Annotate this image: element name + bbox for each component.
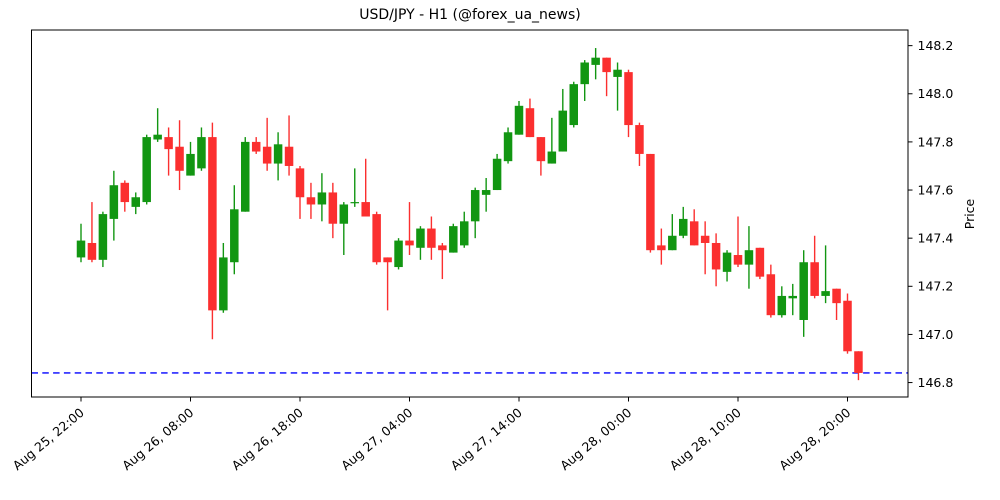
candle-body-up [153,134,162,140]
candle-body-down [810,262,819,296]
candle-body-down [328,192,338,224]
candle-body-up [186,153,195,176]
candle-body-down [700,235,710,243]
candle-body-down [755,247,765,277]
candle-body-down [262,146,272,164]
candle-body-up [98,214,108,260]
candle-body-down [525,108,535,138]
candle-body-up [668,235,677,251]
x-tick-label: Aug 26, 18:00 [229,405,306,473]
y-tick-label: 148.2 [918,38,954,53]
candle-body-up [317,192,327,205]
candle-body-up [350,202,359,204]
candle-body-up [241,141,250,212]
candle-body-down [733,255,743,265]
candle-body-down [284,146,294,166]
x-tick-label: Aug 28, 00:00 [557,405,634,473]
y-tick-label: 147.6 [918,182,954,197]
candle-body-up [591,57,600,65]
y-tick-label: 147.4 [918,231,954,246]
candle-body-down [175,146,184,171]
candle-body-down [372,214,381,263]
candle-body-up [580,62,589,85]
candle-body-up [339,204,349,224]
y-axis-label: Price [962,198,977,230]
candle-body-up [503,132,513,162]
candle-body-down [361,202,370,217]
candle-body-up [799,262,808,320]
y-tick-label: 147.8 [918,134,954,149]
candle-body-up [514,105,524,135]
candle-body-down [164,137,173,150]
candle-body-up [230,209,239,263]
candle-body-up [722,252,732,272]
candle-body-up [558,110,568,152]
x-tick-label: Aug 26, 08:00 [119,405,196,473]
y-tick-label: 148.0 [918,86,954,101]
candle-body-down [602,57,611,73]
x-tick-label: Aug 28, 10:00 [667,405,744,473]
candle-body-up [109,185,119,219]
y-tick-label: 147.0 [918,327,954,342]
candle-body-down [689,221,699,246]
x-tick-label: Aug 25, 22:00 [10,405,87,473]
candle-body-up [821,291,830,296]
candle-body-up [131,197,140,207]
candle-body-down [306,197,316,205]
candle-body-up [777,295,787,316]
candle-body-up [273,144,283,164]
candle-body-down [832,288,841,304]
candle-body-up [744,250,754,265]
candle-body-down [536,137,546,162]
candle-body-up [460,221,469,246]
candle-body-down [854,351,863,373]
candle-body-up [569,84,578,126]
x-tick-label: Aug 28, 20:00 [776,405,853,473]
candle-body-down [646,153,655,251]
candle-body-up [449,226,458,253]
candle-body-down [295,168,305,198]
x-tick-label: Aug 27, 04:00 [338,405,415,473]
candle-body-up [394,240,403,268]
candle-body-down [711,242,721,270]
candle-body-up [613,69,622,77]
candle-body-down [657,245,666,251]
candle-body-up [76,240,86,258]
candle-body-up [679,218,688,236]
candle-body-down [438,245,447,251]
candle-body-down [624,72,633,126]
candle-body-up [788,295,797,299]
candle-body-up [547,151,557,164]
candle-body-down [635,125,644,154]
chart-title: USD/JPY - H1 (@forex_ua_news) [359,7,581,23]
plot-border [31,29,909,398]
candle-body-down [208,137,217,311]
candle-body-up [492,158,502,191]
candle-body-down [405,240,414,246]
y-tick-label: 146.8 [918,375,954,390]
candle-body-down [251,141,261,152]
candle-body-down [383,257,392,263]
candle-body-up [416,228,425,248]
candle-body-down [87,242,97,260]
candle-body-up [219,257,228,311]
candle-body-up [481,190,491,195]
candle-body-down [120,182,130,203]
x-tick-label: Aug 27, 14:00 [448,405,525,473]
candle-body-down [766,274,776,316]
y-tick-label: 147.2 [918,279,954,294]
candle-body-down [843,300,852,352]
candle-body-up [197,137,206,169]
candle-body-down [427,228,436,248]
candle-body-up [142,137,151,203]
candle-body-up [470,190,480,222]
